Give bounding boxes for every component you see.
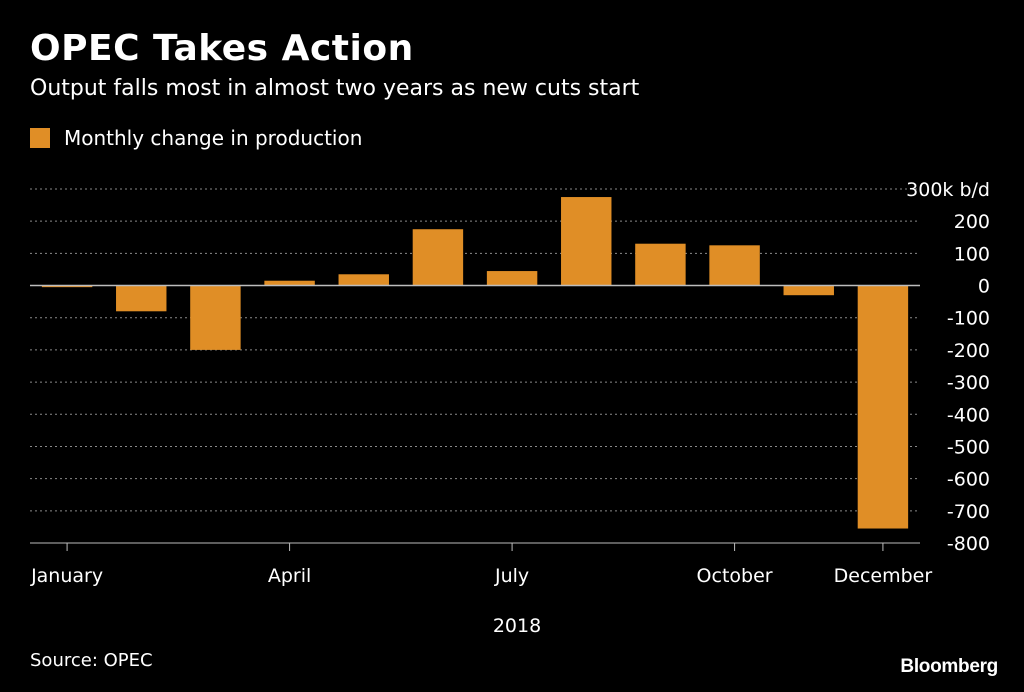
y-tick-label: -500 [947, 436, 990, 458]
y-tick-label: -300 [947, 372, 990, 394]
bar [635, 243, 686, 286]
bar [783, 285, 834, 296]
source-note: Source: OPEC [30, 650, 153, 671]
bar [116, 285, 167, 312]
x-tick-label: January [30, 565, 103, 587]
bar [561, 197, 612, 286]
y-tick-label: 300k b/d [906, 179, 990, 201]
bloomberg-logo: Bloomberg [900, 656, 998, 677]
bar [264, 280, 315, 286]
x-ticks: January April July October December [30, 543, 932, 587]
bar [857, 285, 909, 529]
legend-label: Monthly change in production [64, 126, 363, 150]
chart-subtitle: Output falls most in almost two years as… [30, 76, 640, 101]
y-tick-label: 200 [954, 211, 990, 233]
x-tick-label: July [494, 565, 529, 587]
legend: Monthly change in production [30, 124, 362, 152]
gridlines [30, 188, 920, 544]
bar [41, 285, 93, 288]
y-tick-label: -700 [947, 501, 990, 523]
y-tick-label: 0 [978, 276, 990, 298]
bar [486, 271, 538, 286]
x-tick-label: December [834, 565, 933, 587]
legend-swatch [30, 128, 50, 148]
y-tick-label: -600 [947, 469, 990, 491]
x-axis-label: 2018 [493, 615, 541, 637]
bar [338, 274, 389, 286]
bar [190, 285, 241, 350]
bars [41, 197, 909, 529]
y-tick-label: -200 [947, 340, 990, 362]
y-tick-labels: 300k b/d 200 100 0 -100 -200 -300 -400 -500 -600 -… [906, 179, 990, 555]
bar [709, 245, 760, 286]
bar [412, 229, 464, 286]
y-tick-label: 100 [954, 243, 990, 265]
y-tick-label: -400 [947, 404, 990, 426]
x-tick-label: April [268, 565, 311, 587]
y-tick-label: -800 [947, 533, 990, 555]
y-tick-label: -100 [947, 308, 990, 330]
x-tick-label: October [697, 565, 773, 587]
chart-title: OPEC Takes Action [30, 28, 414, 69]
